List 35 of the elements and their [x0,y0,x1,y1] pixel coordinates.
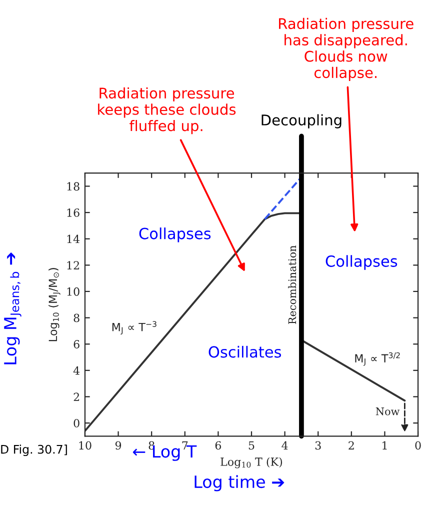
y-axis-title: Log$_{10}$ (M$_{J}$/M$_{⊙}$) [48,268,60,342]
x-tick-label: 10 [79,441,92,450]
annotation: M$_{J}$ ∝ T$^{3/2}$ [355,352,400,366]
y-tick-label: 0 [74,418,80,428]
ref-line-label: Decoupling [262,114,342,128]
annotation: Recombination [288,245,296,324]
x-tick-label: 6 [215,441,222,450]
text: Log time ➔ [194,475,284,492]
text: Log M$_{Jeans,b}$ ➔ [4,252,22,364]
x-tick-label: 4 [282,441,288,450]
y-tick-label: 18 [67,182,80,191]
y-tick-label: 16 [67,208,80,217]
y-tick-label: 6 [74,340,80,348]
annotation: Collapses [139,227,211,242]
text: Radiation pressure has disappeared. Clouds now collapse. [279,18,414,81]
text: D Fig. 30.7] [1,444,67,456]
annotation: M$_{J}$ ∝ T$^{−3}$ [112,321,156,334]
annotation: Collapses [326,255,398,270]
x-axis-title: Log$_{10}$ T (K) [220,457,282,468]
y-tick-label: 4 [73,366,80,375]
y-tick-label: 10 [67,287,80,296]
y-tick-label: 8 [74,314,80,322]
annotation: Oscillates [208,346,282,358]
y-tick-label: 12 [67,261,80,270]
x-tick-label: 3 [315,441,321,450]
annotation: Now [376,408,400,416]
x-tick-label: 5 [248,441,254,450]
x-tick-label: 2 [348,441,354,450]
y-tick-label: 14 [67,234,80,244]
x-tick-label: 0 [415,441,421,450]
y-tick-label: 2 [74,392,80,401]
text: Radiation pressure keeps these clouds fluffed up. [98,87,236,134]
x-tick-label: 1 [382,441,387,450]
x-tick-label: 7 [182,441,188,450]
x-tick-label: 9 [115,441,122,450]
